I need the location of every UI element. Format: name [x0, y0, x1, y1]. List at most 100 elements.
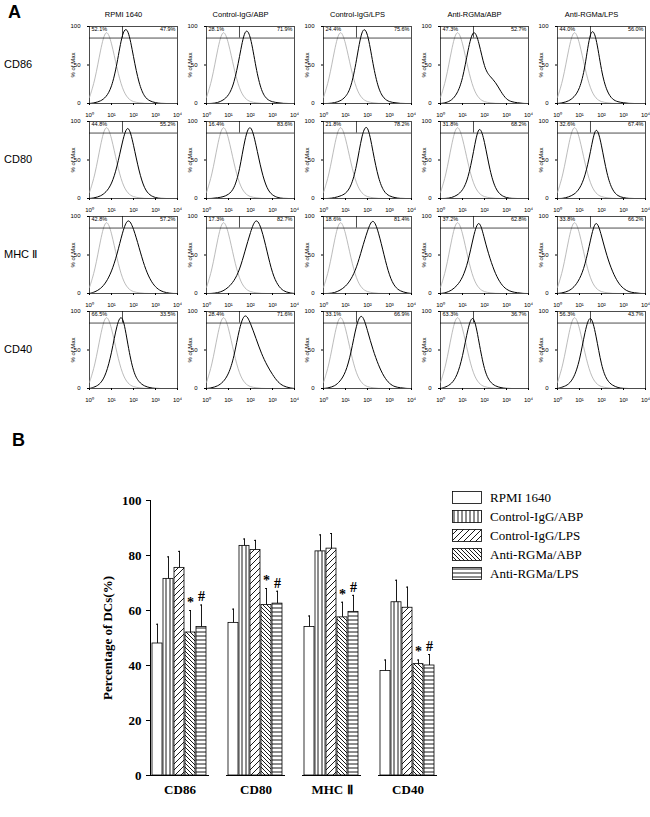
svg-text:100: 100	[70, 213, 81, 219]
svg-text:100: 100	[187, 308, 198, 314]
svg-text:#: #	[274, 576, 281, 591]
svg-text:52.1%: 52.1%	[92, 26, 108, 32]
svg-text:71.9%: 71.9%	[277, 26, 293, 32]
svg-text:44.8%: 44.8%	[92, 121, 108, 127]
svg-text:0: 0	[545, 100, 549, 106]
svg-text:0: 0	[545, 195, 549, 201]
svg-text:100: 100	[538, 118, 549, 124]
svg-text:10¹: 10¹	[224, 397, 233, 403]
svg-text:0: 0	[311, 195, 315, 201]
svg-text:100: 100	[187, 118, 198, 124]
svg-text:0: 0	[194, 195, 198, 201]
svg-text:0: 0	[77, 195, 81, 201]
svg-text:% of Max: % of Max	[70, 337, 76, 362]
svg-text:10¹: 10¹	[458, 397, 467, 403]
svg-text:24.4%: 24.4%	[326, 26, 342, 32]
svg-text:0: 0	[194, 385, 198, 391]
svg-text:82.7%: 82.7%	[277, 216, 293, 222]
svg-text:0: 0	[311, 100, 315, 106]
svg-text:CD80: CD80	[240, 782, 272, 797]
svg-text:0: 0	[194, 290, 198, 296]
svg-text:0: 0	[77, 290, 81, 296]
svg-text:33.1%: 33.1%	[326, 311, 342, 317]
svg-text:100: 100	[538, 23, 549, 29]
svg-text:10⁰: 10⁰	[436, 396, 445, 403]
svg-text:16.4%: 16.4%	[209, 121, 225, 127]
svg-text:CD40: CD40	[392, 782, 424, 797]
svg-text:100: 100	[187, 23, 198, 29]
svg-text:56.3%: 56.3%	[560, 311, 576, 317]
svg-text:60: 60	[129, 603, 142, 618]
svg-text:10⁰: 10⁰	[202, 396, 211, 403]
svg-text:% of Max: % of Max	[70, 147, 76, 172]
svg-text:10⁴: 10⁴	[641, 397, 650, 403]
svg-text:40: 40	[129, 658, 142, 673]
svg-text:100: 100	[421, 213, 432, 219]
svg-text:18.6%: 18.6%	[326, 216, 342, 222]
svg-text:10¹: 10¹	[341, 397, 350, 403]
svg-text:28.4%: 28.4%	[209, 311, 225, 317]
svg-text:100: 100	[421, 23, 432, 29]
svg-text:10³: 10³	[385, 397, 394, 403]
svg-text:0: 0	[428, 385, 432, 391]
svg-text:100: 100	[538, 308, 549, 314]
svg-text:10³: 10³	[502, 397, 511, 403]
svg-text:% of Max: % of Max	[421, 337, 427, 362]
svg-text:% of Max: % of Max	[421, 147, 427, 172]
svg-text:10²: 10²	[480, 397, 489, 403]
svg-text:55.2%: 55.2%	[160, 121, 176, 127]
svg-text:% of Max: % of Max	[187, 147, 193, 172]
svg-text:37.2%: 37.2%	[443, 216, 459, 222]
svg-text:81.4%: 81.4%	[394, 216, 410, 222]
svg-text:MHC Ⅱ: MHC Ⅱ	[311, 782, 352, 797]
svg-text:0: 0	[77, 385, 81, 391]
svg-text:67.4%: 67.4%	[628, 121, 644, 127]
svg-text:10¹: 10¹	[575, 397, 584, 403]
svg-text:% of Max: % of Max	[538, 242, 544, 267]
svg-text:75.6%: 75.6%	[394, 26, 410, 32]
svg-text:% of Max: % of Max	[421, 242, 427, 267]
svg-text:% of Max: % of Max	[70, 52, 76, 77]
svg-text:66.2%: 66.2%	[628, 216, 644, 222]
svg-text:17.3%: 17.3%	[209, 216, 225, 222]
svg-text:% of Max: % of Max	[187, 52, 193, 77]
svg-text:83.6%: 83.6%	[277, 121, 293, 127]
svg-text:% of Max: % of Max	[538, 337, 544, 362]
svg-text:100: 100	[122, 493, 142, 508]
svg-text:80: 80	[129, 548, 142, 563]
svg-text:% of Max: % of Max	[304, 147, 310, 172]
svg-text:0: 0	[135, 768, 142, 783]
svg-text:10²: 10²	[597, 397, 606, 403]
svg-text:*: *	[339, 587, 346, 602]
svg-text:21.8%: 21.8%	[326, 121, 342, 127]
svg-text:% of Max: % of Max	[421, 52, 427, 77]
svg-text:10³: 10³	[619, 397, 628, 403]
svg-text:33.8%: 33.8%	[560, 216, 576, 222]
svg-text:28.1%: 28.1%	[209, 26, 225, 32]
svg-text:62.8%: 62.8%	[511, 216, 527, 222]
svg-text:100: 100	[304, 213, 315, 219]
svg-text:Percentage of DCs(%): Percentage of DCs(%)	[100, 576, 115, 700]
svg-text:0: 0	[428, 100, 432, 106]
svg-text:47.9%: 47.9%	[160, 26, 176, 32]
svg-text:0: 0	[311, 385, 315, 391]
svg-text:*: *	[187, 595, 194, 610]
svg-text:CD86: CD86	[164, 782, 196, 797]
svg-text:100: 100	[70, 308, 81, 314]
svg-text:10⁰: 10⁰	[553, 396, 562, 403]
svg-text:#: #	[426, 639, 433, 654]
svg-text:% of Max: % of Max	[538, 147, 544, 172]
svg-text:47.3%: 47.3%	[443, 26, 459, 32]
svg-text:% of Max: % of Max	[187, 337, 193, 362]
svg-text:10³: 10³	[268, 397, 277, 403]
svg-text:43.7%: 43.7%	[628, 311, 644, 317]
svg-text:100: 100	[421, 118, 432, 124]
svg-text:66.5%: 66.5%	[92, 311, 108, 317]
svg-text:0: 0	[428, 195, 432, 201]
svg-text:100: 100	[187, 213, 198, 219]
svg-text:% of Max: % of Max	[187, 242, 193, 267]
svg-text:% of Max: % of Max	[304, 52, 310, 77]
svg-text:% of Max: % of Max	[304, 242, 310, 267]
svg-text:10⁰: 10⁰	[85, 396, 94, 403]
svg-text:10²: 10²	[363, 397, 372, 403]
